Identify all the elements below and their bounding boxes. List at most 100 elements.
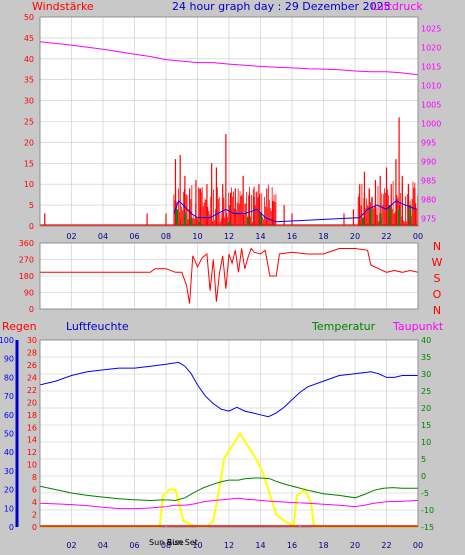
wind-x-tick: 06: [129, 232, 139, 241]
rain-y-tick: 12: [27, 448, 37, 457]
humidity-x-tick: 04: [98, 541, 108, 550]
wind-x-tick: 10: [192, 232, 202, 241]
temperature-y-tick: 0: [421, 472, 426, 481]
wind-y-tick: 35: [24, 76, 34, 85]
pressure-y-tick: 975: [421, 214, 436, 223]
wind-y-tick: 20: [24, 138, 34, 147]
temperature-y-tick: 10: [421, 438, 431, 447]
wind-y-tick: 45: [24, 34, 34, 43]
wind-x-tick: 20: [350, 232, 360, 241]
pressure-y-tick: 1020: [421, 43, 441, 52]
wind-label: Windstärke: [32, 0, 94, 13]
temperature-y-tick: 20: [421, 404, 431, 413]
pressure-line: [39, 41, 419, 76]
wind-y-tick: 15: [24, 159, 34, 168]
wind-x-tick: 08: [161, 232, 171, 241]
pressure-y-tick: 1025: [421, 24, 441, 33]
humidity-x-tick: 12: [224, 541, 234, 550]
compass-label: N: [433, 304, 441, 317]
wind-average-line: [173, 200, 417, 223]
temperature-label: Temperatur: [311, 320, 376, 333]
humidity-y-tick: 50: [4, 430, 14, 439]
pressure-y-tick: 1005: [421, 100, 441, 109]
pressure-label: Luftdruck: [371, 0, 423, 13]
pressure-y-tick: 1000: [421, 119, 441, 128]
rain-y-tick: 26: [27, 361, 37, 370]
humidity-x-tick: 00: [413, 541, 423, 550]
wind-x-tick: 18: [318, 232, 328, 241]
humidity-x-tick: 22: [381, 541, 391, 550]
temperature-y-tick: -10: [421, 506, 434, 515]
temperature-y-tick: 25: [421, 387, 431, 396]
pressure-y-tick: 1015: [421, 62, 441, 71]
direction-y-tick: 360: [19, 239, 34, 248]
humidity-y-tick: 90: [4, 355, 14, 364]
rain-y-tick: 20: [27, 398, 37, 407]
humidity-y-tick: 40: [4, 448, 14, 457]
wind-x-tick: 12: [224, 232, 234, 241]
wind-y-tick: 0: [29, 222, 34, 231]
humidity-x-tick: 20: [350, 541, 360, 550]
pressure-y-tick: 985: [421, 176, 436, 185]
wind-y-tick: 30: [24, 97, 34, 106]
pressure-y-tick: 990: [421, 157, 436, 166]
rain-y-tick: 14: [27, 436, 37, 445]
humidity-line: [39, 361, 418, 418]
humidity-x-tick: 16: [287, 541, 297, 550]
wind-y-tick: 25: [24, 118, 34, 127]
wind-y-tick: 40: [24, 55, 34, 64]
pressure-y-tick: 1010: [421, 81, 441, 90]
sunrise-label: Sun Rise: [149, 538, 184, 547]
direction-y-tick: 180: [19, 272, 34, 281]
solar-line: [40, 431, 418, 530]
wind-x-tick: 00: [413, 232, 423, 241]
data-series: [15, 16, 419, 530]
temperature-line: [39, 477, 418, 502]
dewpoint-label: Taupunkt: [392, 320, 444, 333]
rain-y-tick: 0: [32, 523, 37, 532]
pressure-y-tick: 995: [421, 138, 436, 147]
temperature-y-tick: 30: [421, 370, 431, 379]
plot-frame: [39, 242, 419, 310]
humidity-y-tick: 0: [9, 523, 14, 532]
wind-x-tick: 16: [287, 232, 297, 241]
rain-y-tick: 8: [32, 473, 37, 482]
rain-y-tick: 28: [27, 348, 37, 357]
sunset-label: Sun Set: [167, 538, 198, 547]
wind-x-tick: 14: [255, 232, 265, 241]
temperature-y-tick: 15: [421, 421, 431, 430]
compass-label: O: [433, 288, 442, 301]
rain-y-tick: 2: [32, 511, 37, 520]
humidity-y-tick: 70: [4, 392, 14, 401]
temperature-y-tick: 40: [421, 336, 431, 345]
humidity-x-tick: 10: [192, 541, 202, 550]
rain-label: Regen: [2, 320, 37, 333]
temperature-y-tick: 5: [421, 455, 426, 464]
tick-labels: 0510152025303540455097598098599099510001…: [0, 13, 443, 550]
humidity-x-tick: 14: [255, 541, 265, 550]
humidity-y-tick: 30: [4, 467, 14, 476]
rain-y-tick: 18: [27, 411, 37, 420]
rain-y-tick: 16: [27, 423, 37, 432]
plot-frame: [39, 339, 419, 528]
humidity-x-tick: 18: [318, 541, 328, 550]
plot-frame: [39, 16, 419, 227]
humidity-y-tick: 80: [4, 373, 14, 382]
wind-y-tick: 50: [24, 13, 34, 22]
direction-y-tick: 0: [29, 305, 34, 314]
humidity-x-tick: 08: [161, 541, 171, 550]
wind-x-tick: 02: [66, 232, 76, 241]
wind-x-tick: 22: [381, 232, 391, 241]
compass-label: W: [432, 256, 443, 269]
wind-y-tick: 5: [29, 201, 34, 210]
rain-y-tick: 30: [27, 336, 37, 345]
temperature-y-tick: 35: [421, 353, 431, 362]
temperature-y-tick: -5: [421, 489, 429, 498]
rain-y-tick: 6: [32, 486, 37, 495]
wind-direction-line: [40, 247, 419, 304]
compass-label: N: [433, 240, 441, 253]
wind-y-tick: 10: [24, 180, 34, 189]
rain-y-tick: 24: [27, 373, 37, 382]
